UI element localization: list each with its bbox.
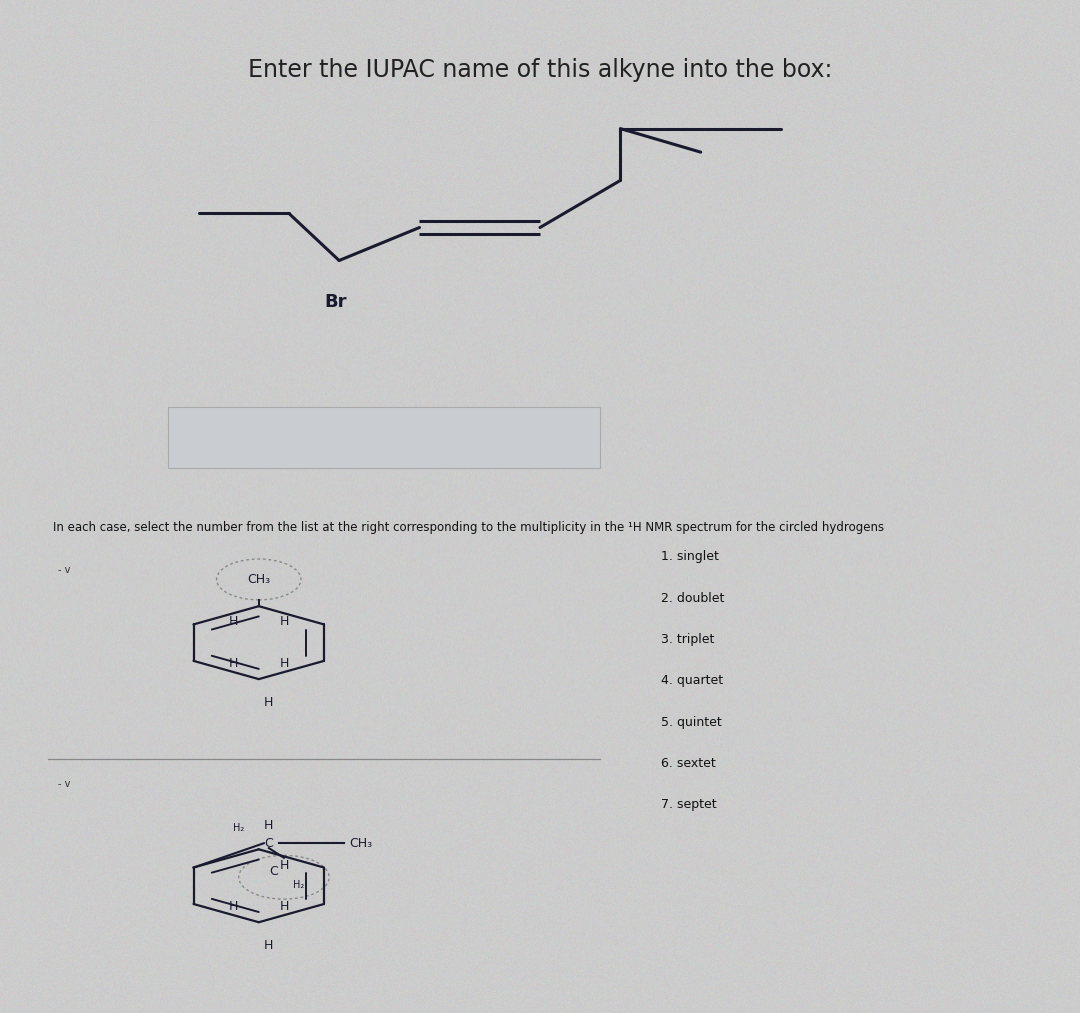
Text: H₂: H₂: [233, 824, 244, 834]
Text: 1. singlet: 1. singlet: [661, 550, 718, 563]
Text: H: H: [280, 900, 288, 913]
Text: H: H: [280, 656, 288, 670]
Text: C: C: [264, 837, 272, 850]
Text: CH₃: CH₃: [349, 837, 373, 850]
Text: H: H: [265, 696, 273, 709]
Text: CH₃: CH₃: [247, 573, 270, 586]
Text: H: H: [229, 900, 238, 913]
Text: Enter the IUPAC name of this alkyne into the box:: Enter the IUPAC name of this alkyne into…: [247, 58, 833, 82]
Text: Br: Br: [324, 294, 347, 311]
Text: - v: - v: [58, 779, 70, 789]
Text: C: C: [270, 865, 279, 878]
Text: H₂: H₂: [294, 879, 305, 889]
Text: H: H: [265, 939, 273, 952]
FancyBboxPatch shape: [168, 406, 600, 468]
Text: In each case, select the number from the list at the right corresponding to the : In each case, select the number from the…: [53, 521, 885, 534]
Text: H: H: [280, 859, 288, 871]
Text: 5. quintet: 5. quintet: [661, 715, 721, 728]
Text: 4. quartet: 4. quartet: [661, 675, 723, 687]
Text: - v: - v: [58, 565, 70, 574]
Text: H: H: [265, 820, 273, 833]
Text: 3. triplet: 3. triplet: [661, 633, 714, 646]
Text: H: H: [280, 616, 288, 628]
Text: 7. septet: 7. septet: [661, 798, 716, 811]
Text: 6. sextet: 6. sextet: [661, 757, 715, 770]
Text: 2. doublet: 2. doublet: [661, 592, 724, 605]
Text: H: H: [229, 616, 238, 628]
Text: H: H: [229, 656, 238, 670]
